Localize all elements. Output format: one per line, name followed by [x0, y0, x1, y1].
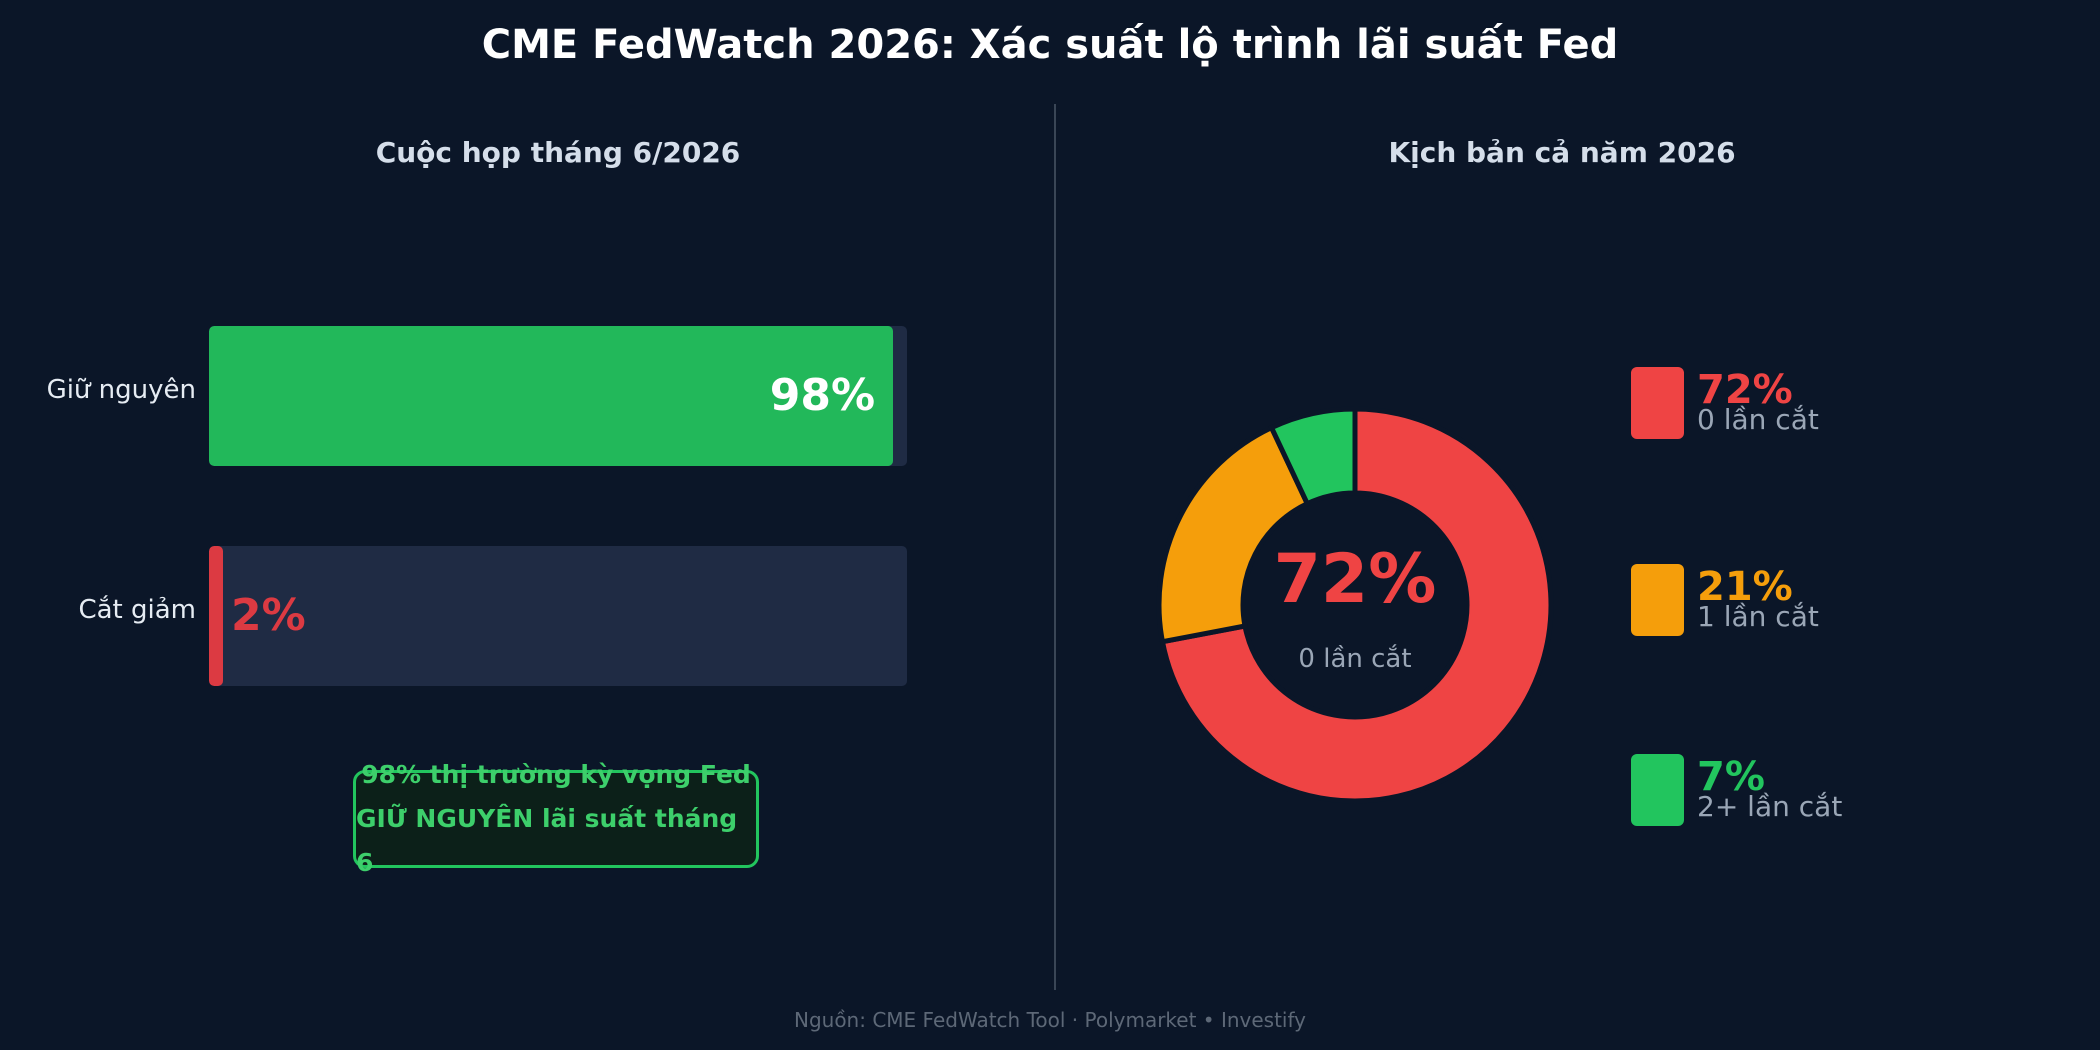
legend-label-zero-cuts: 0 lần cắt: [1697, 403, 1819, 436]
legend-swatch-two-plus-cuts: [1631, 754, 1684, 826]
legend-label-one-cut: 1 lần cắt: [1697, 600, 1819, 633]
donut-slice-one-cut: [1156, 424, 1311, 645]
chart-title: CME FedWatch 2026: Xác suất lộ trình lãi…: [481, 22, 1619, 68]
callout-line-2: GIỮ NGUYÊN lãi suất tháng 6: [356, 804, 738, 877]
bar-label-hold: Giữ nguyên: [46, 375, 196, 405]
bar-track-cut: [209, 546, 907, 686]
legend-swatch-zero-cuts: [1631, 367, 1684, 439]
source-note: Nguồn: CME FedWatch Tool · Polymarket • …: [793, 1008, 1307, 1032]
donut-center-value: 72%: [1273, 540, 1437, 619]
legend-value-zero-cuts: 72%: [1697, 367, 1793, 413]
hold-expectation-callout: 98% thị trường kỳ vọng Fed GIỮ NGUYÊN lã…: [353, 760, 759, 877]
legend-value-one-cut: 21%: [1697, 564, 1793, 610]
legend-label-two-plus-cuts: 2+ lần cắt: [1697, 790, 1843, 823]
bar-value-hold: 98%: [769, 370, 876, 421]
donut-slice-zero-cuts: [1159, 406, 1554, 804]
panel-divider: [1054, 104, 1056, 990]
june-meeting-title: Cuộc họp tháng 6/2026: [375, 136, 741, 169]
legend-swatch-one-cut: [1631, 564, 1684, 636]
legend-value-two-plus-cuts: 7%: [1697, 754, 1765, 800]
bar-cut: [209, 546, 223, 686]
callout-line-1: 98% thị trường kỳ vọng Fed: [361, 760, 751, 789]
full-year-title: Kịch bản cả năm 2026: [1388, 136, 1736, 169]
scenario-donut: [1156, 406, 1554, 804]
bar-label-cut: Cắt giảm: [78, 595, 196, 625]
bar-hold: [209, 326, 894, 466]
donut-slice-two-plus-cuts: [1268, 406, 1358, 507]
donut-center-label: 0 lần cắt: [1298, 644, 1412, 674]
bar-track-hold: 98%: [209, 326, 907, 466]
bar-value-cut: 2%: [230, 590, 306, 641]
